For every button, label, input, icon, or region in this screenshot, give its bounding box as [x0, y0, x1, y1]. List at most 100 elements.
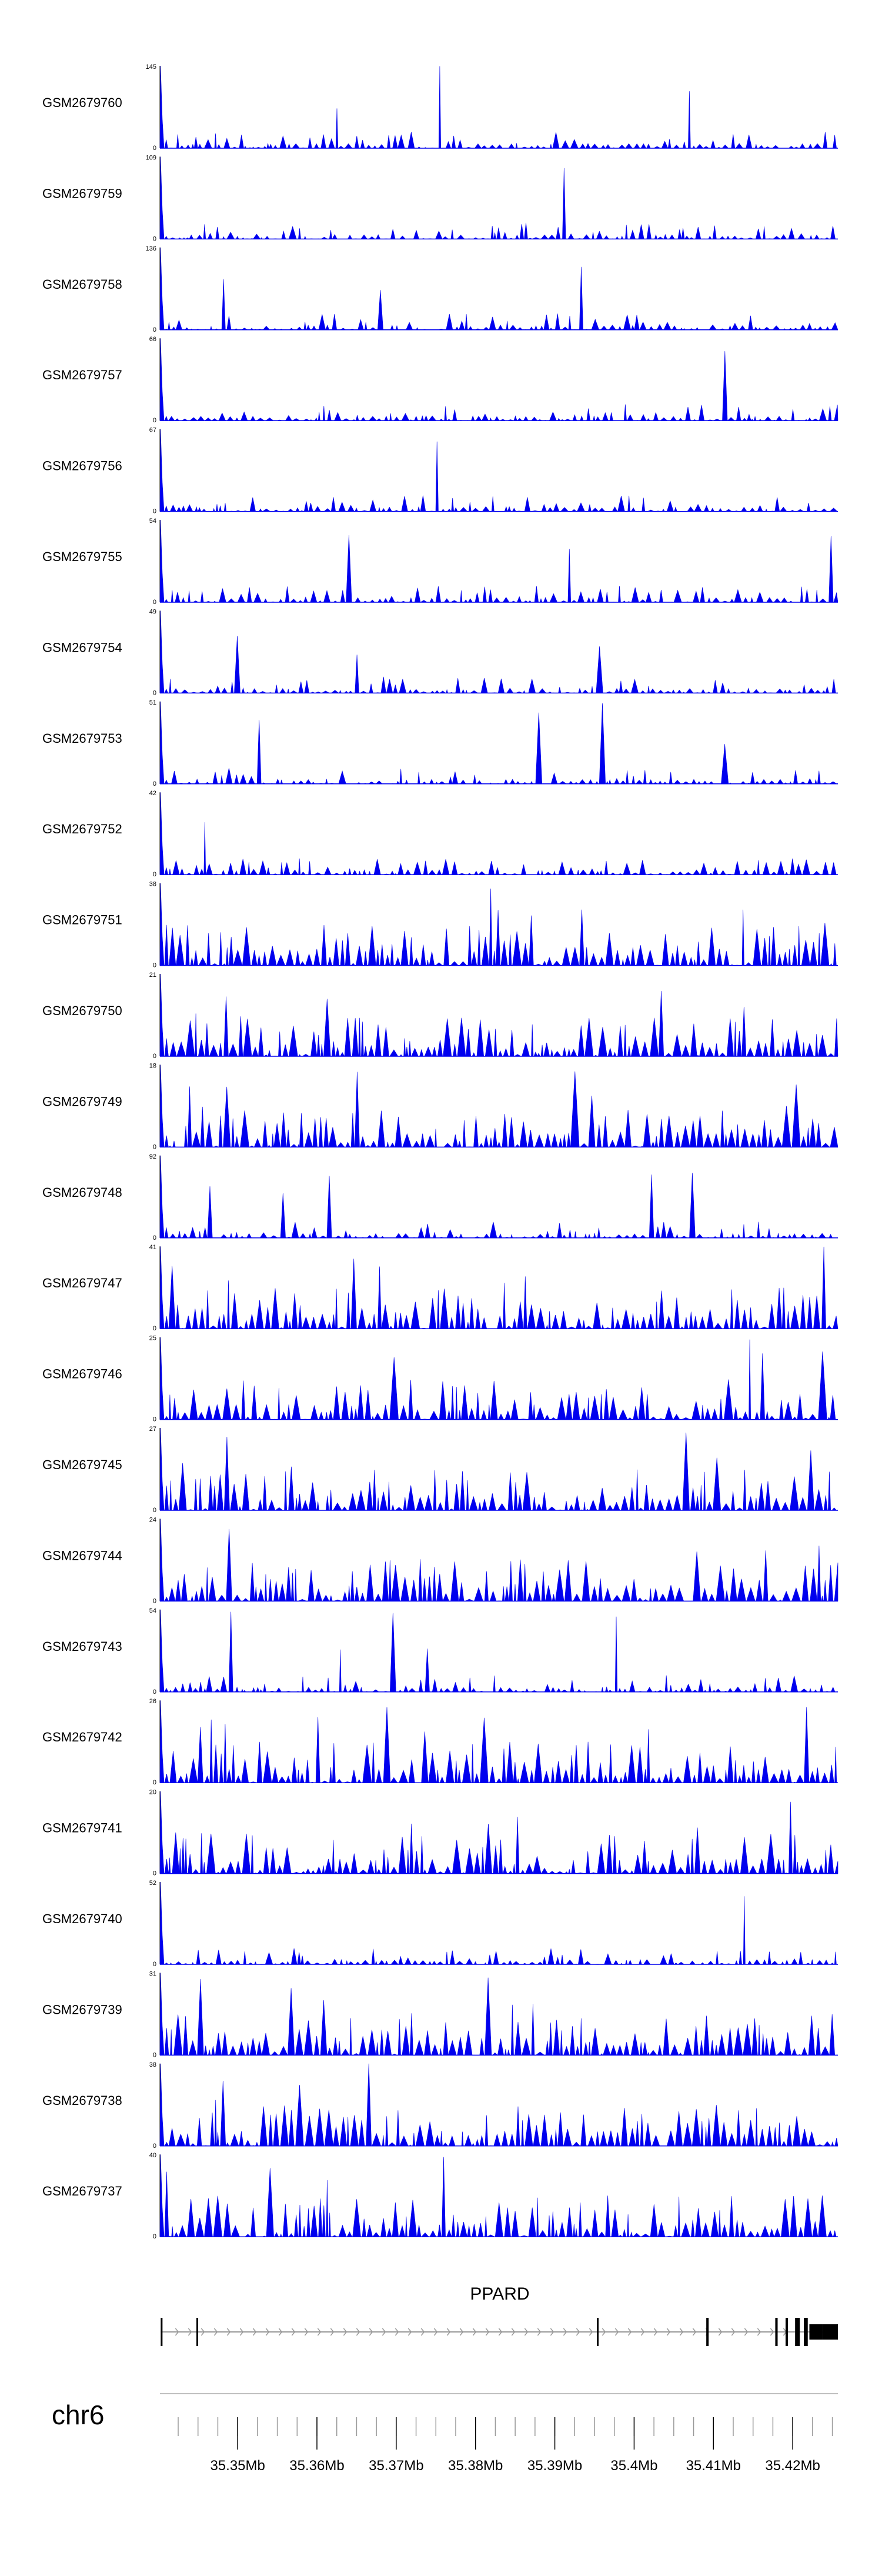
track-label: GSM2679751: [42, 913, 122, 927]
track-GSM2679760: GSM2679760 145 0: [42, 64, 838, 152]
track-GSM2679744: GSM2679744 24 0: [42, 1516, 838, 1604]
coverage-area: [159, 247, 838, 331]
track-ymax-label: 18: [149, 1062, 156, 1069]
track-label: GSM2679742: [42, 1730, 122, 1744]
track-label: GSM2679750: [42, 1003, 122, 1018]
track-label: GSM2679759: [42, 186, 122, 201]
genome-axis: chr6 35.35Mb 35.36Mb 35.37Mb 35.38Mb 35.39Mb…: [52, 2393, 838, 2474]
track-label: GSM2679737: [42, 2184, 122, 2198]
track-ymin-label: 0: [153, 1325, 156, 1332]
track-GSM2679755: GSM2679755 54 0: [42, 518, 838, 606]
track-ymin-label: 0: [153, 962, 156, 969]
gene-exon: [795, 2318, 800, 2346]
chromosome-label: chr6: [52, 2400, 104, 2430]
strand-arrow: [731, 2328, 736, 2336]
track-GSM2679756: GSM2679756 67 0: [42, 427, 838, 515]
strand-arrow: [550, 2328, 554, 2336]
gene-exon: [822, 2324, 838, 2340]
track-label: GSM2679746: [42, 1367, 122, 1382]
tick-label: 35.39Mb: [527, 2458, 582, 2474]
track-ymin-label: 0: [153, 1053, 156, 1060]
track-ymax-label: 92: [149, 1153, 156, 1160]
strand-arrow: [382, 2328, 386, 2336]
strand-arrow: [563, 2328, 567, 2336]
gene-exon: [785, 2318, 789, 2346]
track-GSM2679738: GSM2679738 38 0: [42, 2061, 838, 2150]
track-ymin-label: 0: [153, 145, 156, 152]
track-label: GSM2679748: [42, 1185, 122, 1200]
track-ymin-label: 0: [153, 780, 156, 788]
track-GSM2679742: GSM2679742 26 0: [42, 1698, 838, 1786]
strand-arrow: [343, 2328, 348, 2336]
track-GSM2679757: GSM2679757 66 0: [42, 336, 838, 424]
strand-arrow: [679, 2328, 684, 2336]
gene-exon: [196, 2318, 199, 2346]
track-label: GSM2679758: [42, 277, 122, 292]
track-label: GSM2679741: [42, 1821, 122, 1836]
track-ymax-label: 21: [149, 972, 156, 979]
track-GSM2679739: GSM2679739 31 0: [42, 1970, 838, 2058]
track-label: GSM2679757: [42, 368, 122, 382]
strand-arrow: [589, 2328, 593, 2336]
track-GSM2679750: GSM2679750 21 0: [42, 972, 838, 1060]
track-GSM2679751: GSM2679751 38 0: [42, 881, 838, 969]
track-GSM2679759: GSM2679759 109 0: [42, 154, 838, 242]
strand-arrow: [692, 2328, 697, 2336]
track-GSM2679745: GSM2679745 27 0: [42, 1426, 838, 1514]
track-ymin-label: 0: [153, 235, 156, 242]
strand-arrow: [666, 2328, 671, 2336]
track-ymax-label: 51: [149, 699, 156, 706]
track-label: GSM2679749: [42, 1094, 122, 1109]
track-ymax-label: 26: [149, 1698, 156, 1705]
track-GSM2679741: GSM2679741 20 0: [42, 1789, 838, 1877]
gene-exon: [804, 2318, 808, 2346]
track-ymax-label: 20: [149, 1789, 156, 1796]
tick-label: 35.38Mb: [448, 2458, 503, 2474]
gene-track: PPARD: [161, 2284, 838, 2346]
track-GSM2679753: GSM2679753 51 0: [42, 699, 838, 788]
strand-arrow: [317, 2328, 322, 2336]
strand-arrow: [291, 2328, 296, 2336]
track-ymin-label: 0: [153, 1689, 156, 1696]
track-GSM2679743: GSM2679743 54 0: [42, 1607, 838, 1696]
track-label: GSM2679743: [42, 1639, 122, 1654]
strand-arrow: [188, 2328, 192, 2336]
track-GSM2679754: GSM2679754 49 0: [42, 608, 838, 696]
track-ymax-label: 52: [149, 1880, 156, 1887]
track-ymin-label: 0: [153, 689, 156, 696]
tick-label: 35.36Mb: [289, 2458, 344, 2474]
track-label: GSM2679756: [42, 459, 122, 473]
coverage-area: [159, 1791, 838, 1874]
track-ymax-label: 25: [149, 1335, 156, 1342]
strand-arrow: [757, 2328, 761, 2336]
gene-exon: [706, 2318, 709, 2346]
strand-arrow: [252, 2328, 257, 2336]
strand-arrow: [472, 2328, 477, 2336]
track-GSM2679746: GSM2679746 25 0: [42, 1335, 838, 1423]
strand-arrow: [446, 2328, 451, 2336]
strand-arrow: [407, 2328, 412, 2336]
strand-arrow: [420, 2328, 425, 2336]
strand-arrow: [524, 2328, 529, 2336]
strand-arrow: [395, 2328, 399, 2336]
strand-arrow: [653, 2328, 658, 2336]
gene-model: [161, 2318, 838, 2346]
gene-name-label: PPARD: [470, 2284, 529, 2304]
track-label: GSM2679760: [42, 95, 122, 110]
gene-exon: [161, 2318, 163, 2346]
track-ymin-label: 0: [153, 1507, 156, 1514]
track-ymax-label: 54: [149, 518, 156, 525]
track-ymin-label: 0: [153, 871, 156, 878]
track-ymin-label: 0: [153, 1234, 156, 1242]
strand-arrow: [201, 2328, 205, 2336]
track-ymax-label: 66: [149, 336, 156, 343]
track-ymin-label: 0: [153, 1961, 156, 1968]
strand-arrow: [213, 2328, 218, 2336]
track-GSM2679740: GSM2679740 52 0: [42, 1880, 838, 1968]
track-ymax-label: 24: [149, 1516, 156, 1523]
strand-arrow: [239, 2328, 244, 2336]
track-ymax-label: 31: [149, 1970, 156, 1977]
track-ymax-label: 27: [149, 1426, 156, 1433]
strand-arrow: [718, 2328, 723, 2336]
strand-arrow: [330, 2328, 335, 2336]
